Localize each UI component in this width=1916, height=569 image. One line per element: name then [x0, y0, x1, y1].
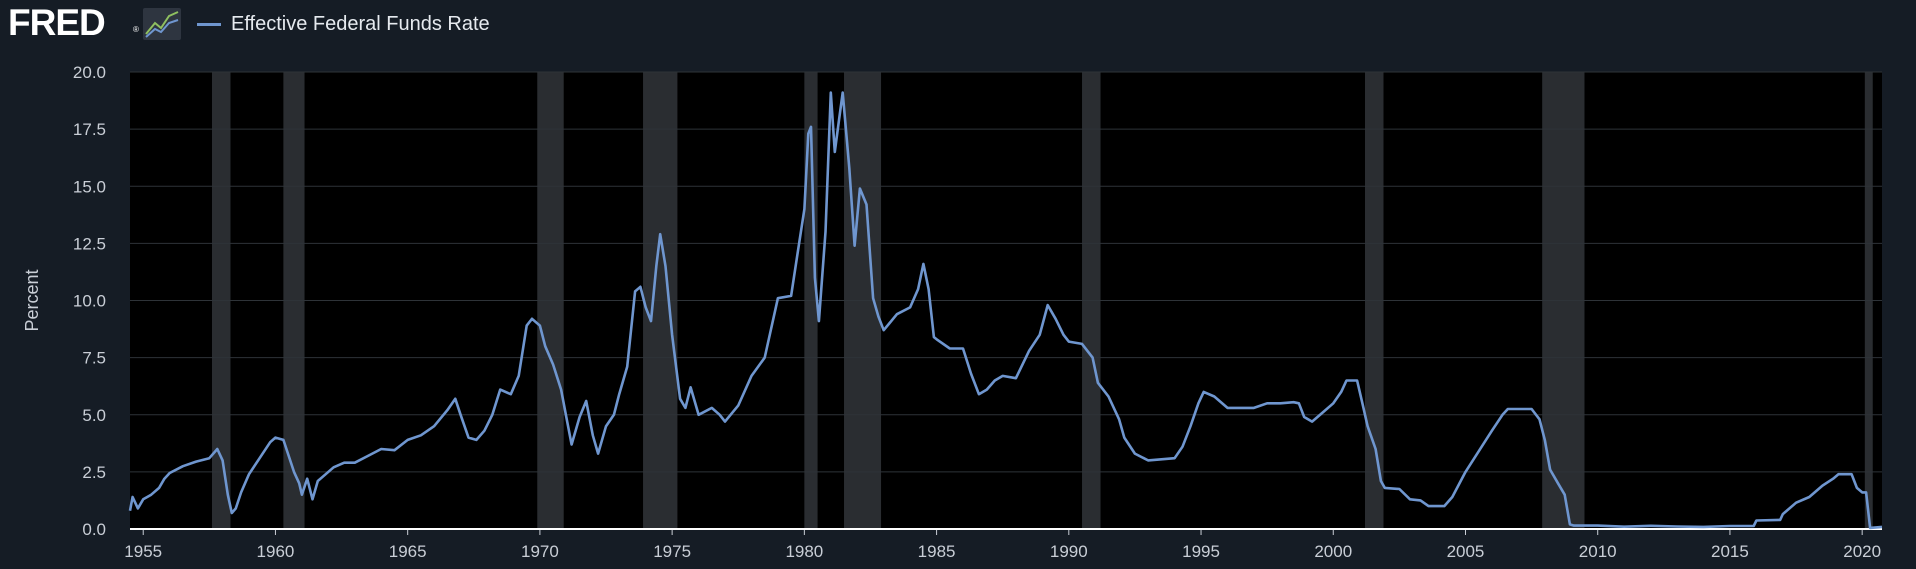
y-tick-label-2: 5.0	[82, 406, 106, 425]
gridlines	[130, 71, 1882, 473]
registered-mark: ®	[133, 25, 139, 34]
x-tick-label-13: 2020	[1843, 542, 1881, 561]
y-tick-label-8: 20.0	[73, 63, 106, 82]
x-tick-label-10: 2005	[1447, 542, 1485, 561]
legend-series-label: Effective Federal Funds Rate	[231, 12, 490, 35]
x-tick-label-3: 1970	[521, 542, 559, 561]
y-tick-label-6: 15.0	[73, 177, 106, 196]
legend: Effective Federal Funds Rate	[197, 10, 490, 38]
x-tick-label-2: 1965	[389, 542, 427, 561]
x-tick-label-0: 1955	[124, 542, 162, 561]
fred-logo[interactable]: FRED	[8, 2, 106, 43]
x-tick-label-12: 2015	[1711, 542, 1749, 561]
x-tick-label-8: 1995	[1182, 542, 1220, 561]
x-tick-label-4: 1975	[653, 542, 691, 561]
x-tick-label-5: 1980	[785, 542, 823, 561]
y-tick-label-5: 12.5	[73, 234, 106, 253]
x-axis-ticks: 1955 1960 1965 1970 1975 1980 1985 1990 1995 2000…	[124, 529, 1881, 561]
legend-swatch	[197, 22, 221, 26]
series-line-effective-federal-funds-rate[interactable]	[128, 91, 1883, 530]
x-tick-label-6: 1985	[918, 542, 956, 561]
x-tick-label-9: 2000	[1314, 542, 1352, 561]
y-tick-label-1: 2.5	[82, 463, 106, 482]
y-tick-label-3: 7.5	[82, 349, 106, 368]
y-axis-ticks: 0.0 2.5 5.0 7.5 10.0 12.5 15.0 17.5 20.0	[73, 63, 106, 539]
y-tick-label-7: 17.5	[73, 120, 106, 139]
x-tick-label-1: 1960	[257, 542, 295, 561]
y-tick-label-0: 0.0	[82, 520, 106, 539]
y-tick-label-4: 10.0	[73, 292, 106, 311]
chart-trend-icon	[143, 8, 181, 40]
x-tick-label-11: 2010	[1579, 542, 1617, 561]
x-tick-label-7: 1990	[1050, 542, 1088, 561]
header: FRED ® Effective Federal Funds Rate	[0, 0, 1916, 48]
y-axis-label: Percent	[22, 269, 42, 331]
